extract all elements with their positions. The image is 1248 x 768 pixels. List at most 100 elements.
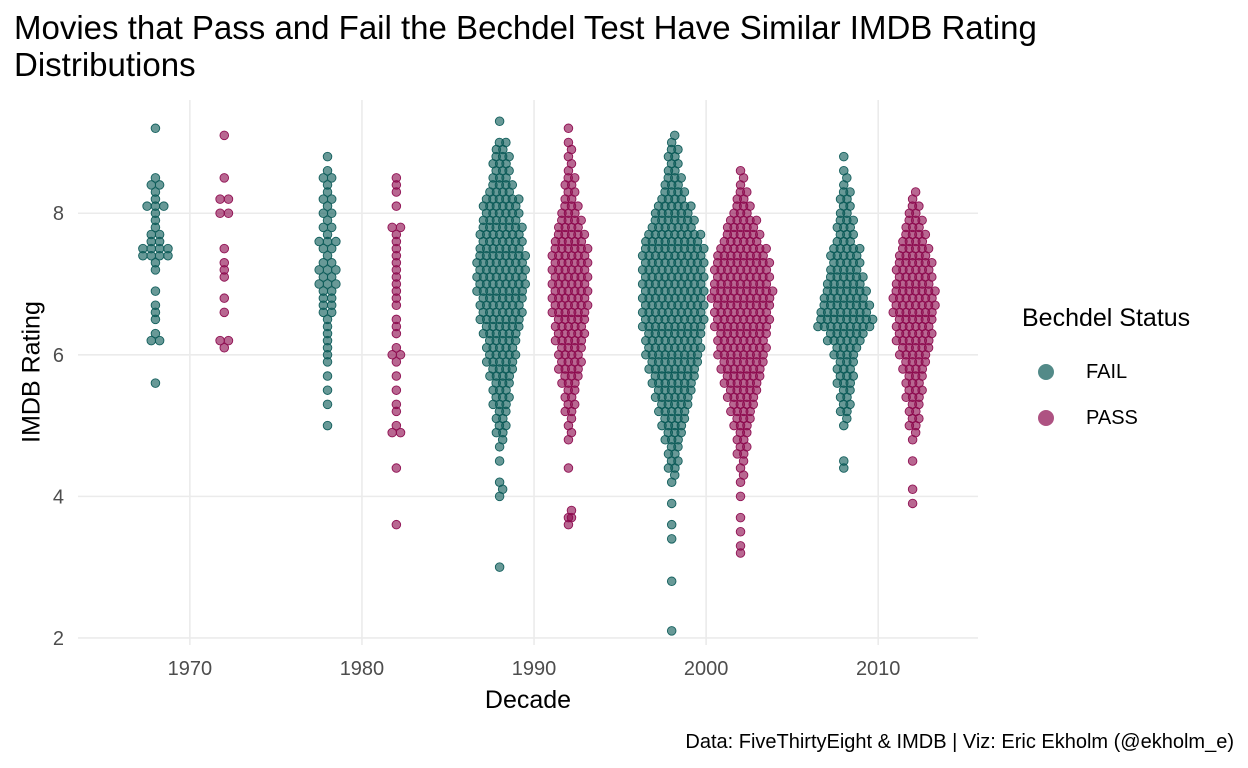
data-point-pass: [920, 357, 931, 367]
data-point-pass: [215, 208, 225, 218]
data-point-pass: [927, 314, 937, 325]
data-point-fail: [150, 328, 161, 339]
axis-ticks: 2 4 6 8 1970 1980 1990 2000 2010: [53, 203, 901, 680]
data-point-pass: [930, 300, 940, 311]
data-point-fail: [842, 173, 852, 183]
data-point-pass: [914, 399, 924, 410]
data-point-fail: [497, 484, 508, 495]
data-point-fail: [504, 392, 514, 403]
data-point-fail: [326, 194, 337, 204]
data-point-pass: [391, 420, 402, 431]
data-point-pass: [735, 527, 746, 537]
data-point-pass: [735, 548, 746, 558]
data-point-pass: [758, 357, 768, 367]
data-point-fail: [494, 456, 505, 466]
data-point-pass: [391, 357, 402, 367]
data-point-pass: [387, 427, 397, 438]
data-point-pass: [219, 307, 230, 318]
data-point-fail: [861, 286, 871, 296]
data-point-fail: [150, 314, 161, 325]
data-point-pass: [582, 300, 593, 311]
data-point-fail: [679, 187, 690, 197]
data-point-fail: [666, 498, 677, 509]
data-point-pass: [219, 293, 230, 303]
data-point-fail: [851, 342, 862, 353]
data-point-fail: [845, 201, 855, 211]
data-point-fail: [845, 399, 855, 410]
data-point-fail: [695, 229, 706, 240]
data-point-fail: [845, 187, 855, 197]
data-point-fail: [326, 222, 337, 233]
data-point-pass: [920, 229, 931, 240]
data-point-fail: [842, 413, 852, 424]
data-point-fail: [150, 173, 161, 183]
data-point-pass: [761, 243, 771, 254]
data-point-pass: [219, 173, 230, 183]
data-point-fail: [322, 250, 333, 261]
caption: Data: FiveThirtyEight & IMDB | Viz: Eric…: [685, 731, 1234, 753]
data-point-pass: [391, 328, 402, 339]
data-point-pass: [391, 385, 402, 395]
data-point-fail: [326, 272, 337, 282]
data-point-pass: [914, 201, 924, 211]
data-point-fail: [699, 272, 709, 282]
data-point-fail: [150, 123, 161, 134]
data-point-pass: [923, 342, 934, 353]
data-point-pass: [569, 187, 580, 197]
data-point-pass: [738, 173, 749, 183]
data-point-pass: [566, 413, 577, 424]
data-point-fail: [520, 265, 531, 275]
data-point-pass: [735, 512, 746, 523]
legend-key-pass: [1038, 410, 1054, 426]
data-point-pass: [582, 243, 593, 254]
data-point-pass: [391, 342, 402, 353]
data-point-fail: [501, 406, 511, 417]
data-point-pass: [735, 491, 746, 502]
data-point-pass: [917, 371, 927, 381]
data-point-fail: [686, 201, 696, 211]
data-point-pass: [764, 314, 775, 325]
data-point-fail: [517, 222, 527, 233]
data-point-pass: [579, 314, 590, 325]
data-point-pass: [751, 385, 762, 395]
data-point-fail: [150, 265, 161, 275]
data-point-fail: [501, 137, 511, 148]
data-point-pass: [395, 427, 406, 438]
data-point-pass: [917, 385, 927, 395]
data-point-fail: [676, 427, 686, 438]
data-point-fail: [686, 385, 696, 395]
data-point-fail: [322, 166, 333, 176]
x-tick-label: 2000: [684, 658, 729, 680]
data-point-pass: [745, 201, 755, 211]
legend-key-fail: [1038, 364, 1054, 380]
data-point-pass: [566, 512, 577, 523]
data-point-fail: [867, 314, 878, 325]
data-point-fail: [666, 576, 677, 587]
data-point-pass: [742, 187, 752, 197]
data-point-pass: [761, 328, 771, 339]
data-point-fail: [507, 364, 518, 374]
data-point-fail: [699, 258, 709, 268]
data-point-pass: [391, 371, 402, 381]
data-point-pass: [391, 300, 402, 311]
data-point-fail: [858, 272, 868, 282]
data-point-fail: [501, 420, 511, 431]
data-point-fail: [669, 470, 680, 480]
data-point-fail: [517, 307, 527, 318]
data-point-pass: [579, 328, 590, 339]
x-tick-label: 2010: [856, 658, 901, 680]
data-point-pass: [219, 272, 230, 282]
data-point-fail: [331, 265, 341, 275]
legend-label-pass: PASS: [1086, 406, 1138, 429]
data-point-pass: [576, 342, 586, 353]
data-point-fail: [699, 286, 709, 296]
x-axis-label: Decade: [484, 686, 572, 714]
data-point-fail: [504, 151, 514, 162]
data-point-fail: [679, 413, 690, 424]
data-point-pass: [223, 335, 234, 346]
data-point-fail: [326, 258, 337, 268]
data-point-fail: [322, 215, 333, 226]
data-point-fail: [520, 279, 531, 289]
data-point-fail: [163, 250, 173, 261]
data-point-pass: [566, 158, 577, 169]
